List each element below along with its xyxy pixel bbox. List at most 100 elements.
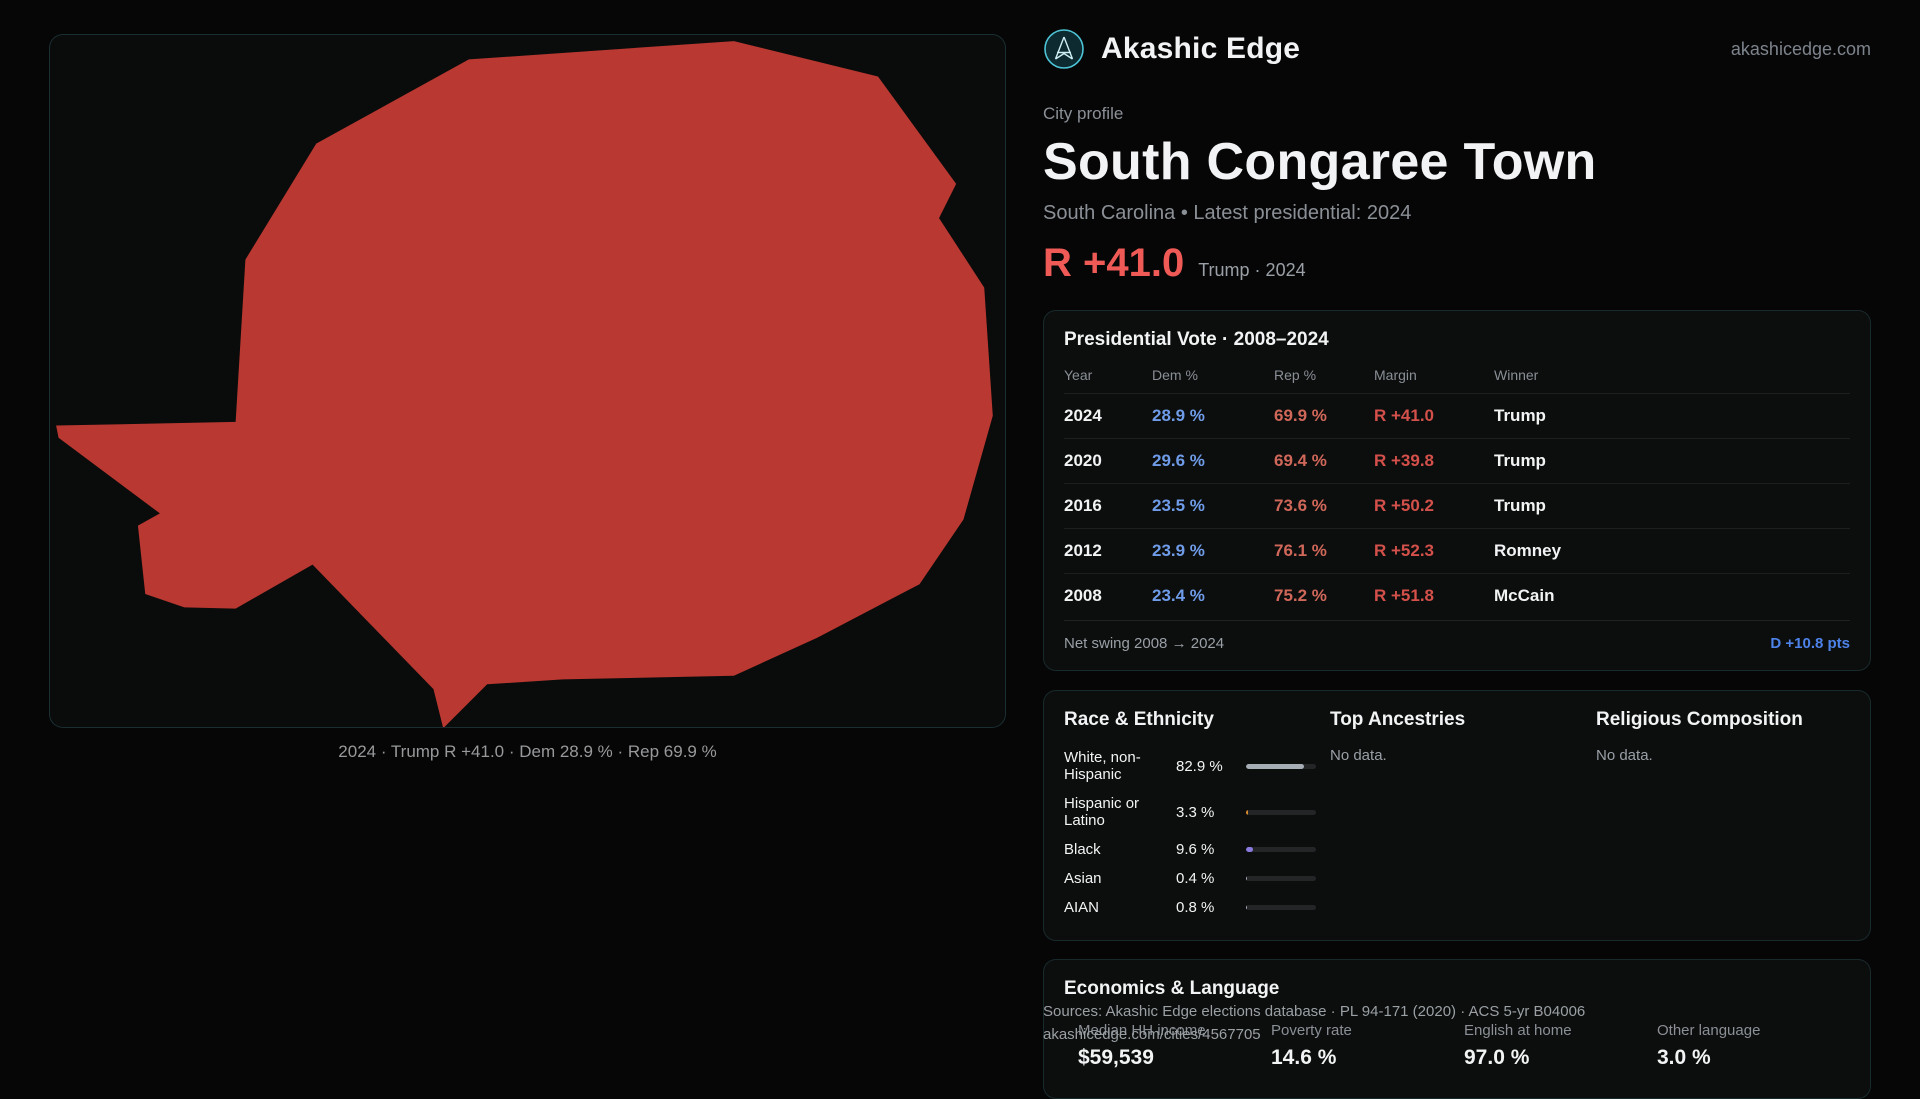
list-item: White, non-Hispanic 82.9 % bbox=[1064, 743, 1318, 789]
race-label: Black bbox=[1064, 841, 1101, 858]
cell-year: 2024 bbox=[1064, 406, 1102, 425]
site-link[interactable]: akashicedge.com bbox=[1730, 38, 1871, 59]
latest-margin-caption: Trump · 2024 bbox=[1198, 260, 1306, 280]
net-swing-label: Net swing 2008 → 2024 bbox=[1064, 635, 1225, 652]
religious-composition-title: Religious Composition bbox=[1596, 709, 1803, 730]
table-row: 2024 28.9 % 69.9 % R +41.0 Trump bbox=[1064, 393, 1850, 438]
top-ancestries-title: Top Ancestries bbox=[1330, 709, 1466, 730]
cell-margin: R +51.8 bbox=[1374, 586, 1435, 605]
race-bar bbox=[1246, 809, 1316, 815]
col-year: Year bbox=[1064, 367, 1093, 383]
race-value: 82.9 % bbox=[1176, 757, 1223, 775]
race-value: 9.6 % bbox=[1176, 841, 1215, 858]
race-label: Hispanic or Latino bbox=[1064, 795, 1140, 829]
cell-margin: R +52.3 bbox=[1374, 541, 1435, 560]
table-row: 2012 23.9 % 76.1 % R +52.3 Romney bbox=[1064, 528, 1850, 573]
stat-other-language: Other language 3.0 % bbox=[1657, 1022, 1850, 1070]
stat-value: $59,539 bbox=[1078, 1046, 1154, 1069]
table-row: 2020 29.6 % 69.4 % R +39.8 Trump bbox=[1064, 438, 1850, 483]
cell-margin: R +50.2 bbox=[1374, 496, 1435, 515]
permalink[interactable]: akashicedge.com/cities/4567705 bbox=[1043, 1025, 1261, 1043]
header: Akashic Edge akashicedge.com bbox=[1043, 28, 1871, 70]
stat-label: Median HH income bbox=[1078, 1022, 1206, 1039]
col-winner: Winner bbox=[1494, 367, 1539, 383]
cell-winner: McCain bbox=[1494, 586, 1555, 605]
race-bar bbox=[1246, 763, 1316, 769]
demographics-panel: Race & Ethnicity White, non-Hispanic 82.… bbox=[1043, 690, 1871, 941]
vote-panel-title: Presidential Vote · 2008–2024 bbox=[1064, 329, 1329, 350]
cell-dem: 23.9 % bbox=[1152, 541, 1205, 560]
content-column: Akashic Edge akashicedge.com City profil… bbox=[1043, 0, 1871, 1099]
stat-label: Poverty rate bbox=[1271, 1022, 1352, 1039]
cell-dem: 23.4 % bbox=[1152, 586, 1205, 605]
race-ethnicity-title: Race & Ethnicity bbox=[1064, 709, 1214, 730]
net-swing-value: D +10.8 pts bbox=[1770, 635, 1850, 652]
race-rows: White, non-Hispanic 82.9 % Hispanic or L… bbox=[1064, 743, 1318, 922]
stat-value: 14.6 % bbox=[1271, 1046, 1337, 1069]
profile-kicker: City profile bbox=[1043, 104, 1124, 123]
col-dem: Dem % bbox=[1152, 367, 1198, 383]
stat-poverty-rate: Poverty rate 14.6 % bbox=[1271, 1022, 1464, 1070]
cell-winner: Romney bbox=[1494, 541, 1562, 560]
race-value: 0.4 % bbox=[1176, 870, 1215, 887]
religious-composition-empty: No data. bbox=[1596, 747, 1653, 764]
page-title: South Congaree Town bbox=[1043, 133, 1597, 191]
race-bar bbox=[1246, 905, 1316, 910]
cell-year: 2008 bbox=[1064, 586, 1102, 605]
cell-year: 2012 bbox=[1064, 541, 1102, 560]
economics-title: Economics & Language bbox=[1064, 978, 1280, 999]
col-margin: Margin bbox=[1374, 367, 1417, 383]
net-swing-row: Net swing 2008 → 2024 D +10.8 pts bbox=[1064, 620, 1850, 652]
presidential-vote-panel: Presidential Vote · 2008–2024 Year Dem %… bbox=[1043, 310, 1871, 671]
cell-rep: 69.9 % bbox=[1274, 406, 1327, 425]
cell-dem: 23.5 % bbox=[1152, 496, 1205, 515]
sources-footer: Sources: Akashic Edge elections database… bbox=[1043, 1002, 1743, 1044]
brand-logo-icon[interactable] bbox=[1043, 28, 1085, 70]
top-ancestries-section: Top Ancestries No data. bbox=[1330, 709, 1584, 922]
cell-winner: Trump bbox=[1494, 406, 1546, 425]
cell-rep: 76.1 % bbox=[1274, 541, 1327, 560]
race-value: 0.8 % bbox=[1176, 899, 1215, 916]
top-ancestries-empty: No data. bbox=[1330, 747, 1387, 764]
race-label: White, non-Hispanic bbox=[1064, 749, 1141, 783]
city-boundary-map-panel bbox=[49, 34, 1006, 728]
map-caption: 2024 · Trump R +41.0 · Dem 28.9 % · Rep … bbox=[338, 742, 717, 761]
table-row: 2008 23.4 % 75.2 % R +51.8 McCain bbox=[1064, 573, 1850, 618]
col-rep: Rep % bbox=[1274, 367, 1317, 383]
list-item: Black 9.6 % bbox=[1064, 835, 1318, 864]
stat-english-at-home: English at home 97.0 % bbox=[1464, 1022, 1657, 1070]
latest-margin-row: R +41.0 Trump · 2024 bbox=[1043, 241, 1871, 286]
cell-year: 2020 bbox=[1064, 451, 1102, 470]
cell-dem: 28.9 % bbox=[1152, 406, 1205, 425]
cell-rep: 73.6 % bbox=[1274, 496, 1327, 515]
stat-label: English at home bbox=[1464, 1022, 1572, 1039]
cell-dem: 29.6 % bbox=[1152, 451, 1205, 470]
stat-value: 3.0 % bbox=[1657, 1046, 1711, 1069]
race-bar bbox=[1246, 876, 1316, 881]
city-boundary-svg bbox=[56, 41, 993, 727]
race-ethnicity-section: Race & Ethnicity White, non-Hispanic 82.… bbox=[1064, 709, 1318, 922]
list-item: Hispanic or Latino 3.3 % bbox=[1064, 789, 1318, 835]
latest-margin-value: R +41.0 bbox=[1043, 241, 1185, 285]
list-item: AIAN 0.8 % bbox=[1064, 893, 1318, 922]
sources-line: Sources: Akashic Edge elections database… bbox=[1043, 1003, 1586, 1020]
stat-value: 97.0 % bbox=[1464, 1046, 1530, 1069]
cell-winner: Trump bbox=[1494, 451, 1546, 470]
city-shape-polygon bbox=[56, 41, 993, 727]
vote-table-header: Year Dem % Rep % Margin Winner bbox=[1064, 351, 1850, 393]
brand-name: Akashic Edge bbox=[1101, 32, 1301, 65]
stat-label: Other language bbox=[1657, 1022, 1761, 1039]
profile-subtitle: South Carolina • Latest presidential: 20… bbox=[1043, 202, 1412, 224]
economics-panel: Economics & Language Median HH income $5… bbox=[1043, 959, 1871, 1099]
cell-rep: 75.2 % bbox=[1274, 586, 1327, 605]
religious-composition-section: Religious Composition No data. bbox=[1596, 709, 1850, 922]
cell-margin: R +41.0 bbox=[1374, 406, 1435, 425]
race-value: 3.3 % bbox=[1176, 803, 1215, 821]
table-row: 2016 23.5 % 73.6 % R +50.2 Trump bbox=[1064, 483, 1850, 528]
race-bar bbox=[1246, 847, 1316, 852]
cell-rep: 69.4 % bbox=[1274, 451, 1327, 470]
cell-winner: Trump bbox=[1494, 496, 1546, 515]
cell-margin: R +39.8 bbox=[1374, 451, 1435, 470]
race-label: Asian bbox=[1064, 870, 1102, 887]
list-item: Asian 0.4 % bbox=[1064, 864, 1318, 893]
